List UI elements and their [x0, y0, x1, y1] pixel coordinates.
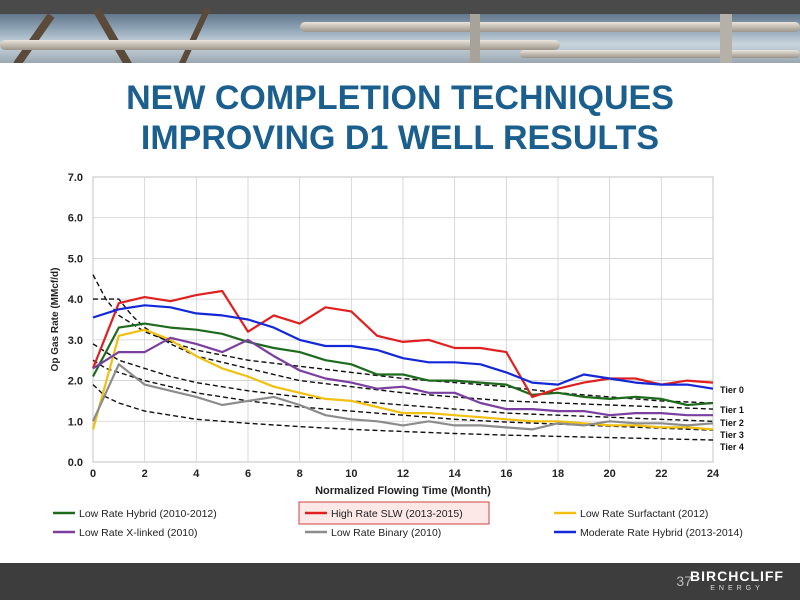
x-tick-label: 6 — [245, 468, 251, 480]
header-banner-image — [0, 0, 800, 63]
chart-legend: Low Rate Hybrid (2010-2012) High Rate SLW… — [53, 501, 743, 539]
page-number: 37 — [676, 573, 692, 589]
chart-series — [91, 289, 714, 431]
x-tick-label: 18 — [552, 468, 564, 480]
series-line — [92, 336, 713, 417]
y-tick-label: 4.0 — [68, 294, 83, 306]
type-curve-label: Tier 0 — [720, 385, 744, 395]
x-tick-label: 16 — [500, 468, 512, 480]
type-curve-label: Tier 4 — [720, 442, 744, 452]
type-curve-label: Tier 2 — [720, 418, 744, 428]
legend-label: Moderate Rate Hybrid (2013-2014) — [580, 527, 743, 539]
title-line-1: NEW COMPLETION TECHNIQUES — [126, 79, 674, 117]
x-tick-label: 0 — [90, 468, 96, 480]
legend-label: Low Rate Surfactant (2012) — [580, 508, 708, 520]
legend-label: High Rate SLW (2013-2015) — [331, 508, 463, 520]
footer-bar: 37 BIRCHCLIFF ENERGY — [0, 563, 800, 600]
type-curve-line — [93, 298, 714, 410]
y-tick-label: 5.0 — [68, 253, 83, 265]
series-line — [92, 322, 714, 407]
x-tick-label: 24 — [707, 468, 720, 480]
y-tick-label: 7.0 — [68, 172, 83, 184]
legend-label: Low Rate Hybrid (2010-2012) — [79, 508, 217, 520]
x-tick-label: 8 — [297, 468, 303, 480]
x-tick-label: 10 — [345, 468, 357, 480]
y-tick-label: 0.0 — [68, 457, 83, 469]
type-curve-line — [92, 384, 714, 441]
y-tick-label: 2.0 — [68, 376, 83, 388]
series-line — [92, 304, 714, 390]
y-tick-label: 6.0 — [68, 213, 83, 225]
logo-name: BIRCHCLIFF — [690, 568, 784, 584]
series-line — [91, 328, 714, 431]
x-tick-label: 14 — [449, 468, 462, 480]
x-tick-label: 22 — [655, 468, 667, 480]
x-tick-label: 20 — [604, 468, 616, 480]
title-line-2: IMPROVING D1 WELL RESULTS — [140, 119, 660, 157]
y-axis-label: Op Gas Rate (MMcf/d) — [50, 268, 61, 372]
type-curve-label: Tier 1 — [720, 405, 744, 415]
company-logo: BIRCHCLIFF ENERGY — [690, 569, 784, 593]
type-curve-label: Tier 3 — [720, 430, 744, 440]
y-tick-label: 3.0 — [68, 335, 83, 347]
x-tick-label: 12 — [397, 468, 409, 480]
chart-axes: 0 2 4 6 8 10 12 14 16 18 20 22 240.01.02.03.04.05.06… — [50, 172, 720, 497]
slide-title: NEW COMPLETION TECHNIQUES IMPROVING D1 W… — [0, 78, 800, 158]
logo-subtitle: ENERGY — [710, 585, 764, 592]
x-tick-label: 2 — [142, 468, 148, 480]
type-curve-line — [92, 274, 714, 404]
series-line — [91, 363, 714, 431]
legend-label: Low Rate Binary (2010) — [331, 527, 441, 539]
chart-grid — [92, 176, 714, 463]
legend-highlight-box — [298, 501, 490, 525]
legend-label: Low Rate X-linked (2010) — [79, 527, 197, 539]
y-tick-label: 1.0 — [68, 416, 83, 428]
x-axis-label: Normalized Flowing Time (Month) — [315, 485, 491, 497]
x-tick-label: 4 — [193, 468, 200, 480]
